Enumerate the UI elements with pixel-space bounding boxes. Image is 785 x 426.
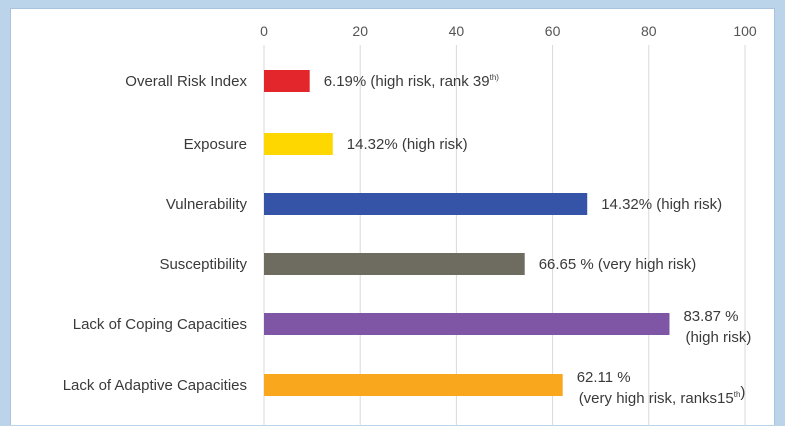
data-label-line: 6.19% (high risk, rank 39 bbox=[324, 73, 490, 90]
data-label: 14.32% (high risk) bbox=[601, 196, 722, 213]
data-label: 62.11 % (very high risk, ranks15th) bbox=[577, 369, 746, 407]
data-label-line: 62.11 % bbox=[577, 369, 631, 386]
bar bbox=[264, 70, 310, 92]
category-label: Lack of Coping Capacities bbox=[73, 316, 247, 333]
category-label: Vulnerability bbox=[166, 196, 248, 213]
bar bbox=[264, 253, 525, 275]
category-label: Susceptibility bbox=[159, 256, 247, 273]
bar bbox=[264, 193, 588, 215]
x-tick-label: 0 bbox=[260, 23, 268, 39]
data-label: 66.65 % (very high risk) bbox=[539, 256, 697, 273]
x-tick-label: 40 bbox=[449, 23, 465, 39]
x-tick-label: 20 bbox=[352, 23, 368, 39]
data-label: 14.32% (high risk) bbox=[347, 136, 468, 153]
data-label-line: 83.87 % bbox=[683, 308, 738, 325]
x-tick-label: 80 bbox=[641, 23, 657, 39]
data-label-line: ) bbox=[740, 384, 745, 401]
data-label: 83.87 % (high risk) bbox=[683, 308, 751, 346]
data-label-superscript: th) bbox=[490, 73, 500, 82]
category-label: Exposure bbox=[184, 136, 247, 153]
data-label-line: 14.32% (high risk) bbox=[601, 196, 722, 213]
category-label: Overall Risk Index bbox=[125, 73, 247, 90]
x-tick-label: 60 bbox=[545, 23, 561, 39]
bar bbox=[264, 374, 563, 396]
data-label-superscript: th bbox=[734, 390, 741, 399]
data-label-line: (high risk) bbox=[685, 329, 751, 346]
bar bbox=[264, 313, 670, 335]
x-tick-label: 100 bbox=[733, 23, 757, 39]
data-label-line: 66.65 % (very high risk) bbox=[539, 256, 697, 273]
data-label-line: 14.32% (high risk) bbox=[347, 136, 468, 153]
bar bbox=[264, 133, 333, 155]
category-label: Lack of Adaptive Capacities bbox=[63, 377, 247, 394]
bar-chart: 0 20 40 60 80 100 Overall Risk Index 6.19% (hig… bbox=[63, 23, 757, 426]
chart-frame: 0 20 40 60 80 100 Overall Risk Index 6.19% (hig… bbox=[10, 8, 775, 426]
data-label-line: (very high risk, ranks15 bbox=[579, 390, 734, 407]
data-label: 6.19% (high risk, rank 39th) bbox=[324, 73, 500, 90]
